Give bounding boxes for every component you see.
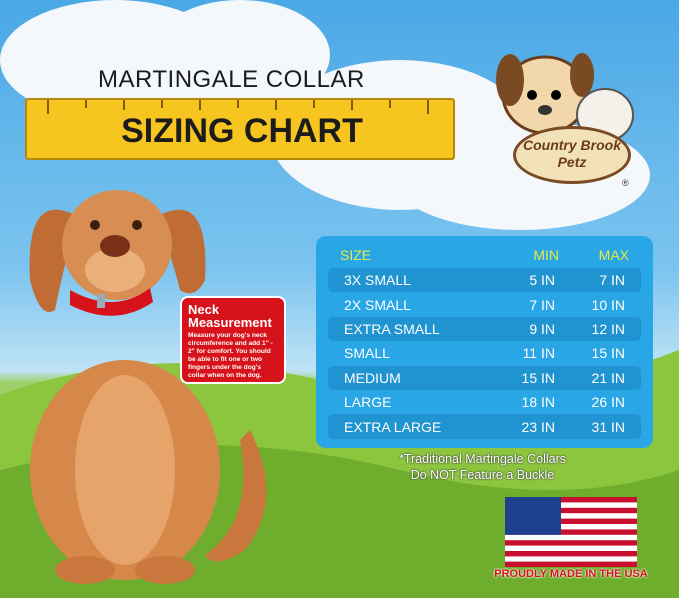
min-cell: 11 IN xyxy=(522,345,555,362)
max-cell: 26 IN xyxy=(591,394,625,411)
neck-measurement-box: Neck Measurement Measure your dog's neck… xyxy=(180,296,286,384)
title-martingale-collar: MARTINGALE COLLAR xyxy=(98,66,365,93)
min-cell: 23 IN xyxy=(521,418,555,435)
size-cell: 3X SMALL xyxy=(344,272,411,289)
header-min: MIN xyxy=(533,247,559,263)
table-header: SIZE MIN MAX xyxy=(324,242,645,268)
table-row: MEDIUM 15 IN 21 IN xyxy=(328,365,641,390)
size-cell: 2X SMALL xyxy=(344,296,411,313)
max-cell: 21 IN xyxy=(591,369,625,386)
size-cell: MEDIUM xyxy=(344,369,401,386)
min-cell: 7 IN xyxy=(529,296,555,313)
size-cell: EXTRA SMALL xyxy=(344,320,440,337)
table-row: LARGE 18 IN 26 IN xyxy=(328,390,641,414)
size-cell: EXTRA LARGE xyxy=(344,418,442,435)
made-in-usa-label: PROUDLY MADE IN THE USA xyxy=(494,568,648,580)
note-line-2: Do NOT Feature a Buckle xyxy=(410,468,555,482)
size-table: SIZE MIN MAX 3X SMALL 5 IN 7 IN 2X SMALL 7 I… xyxy=(316,236,653,448)
table-row: 2X SMALL 7 IN 10 IN xyxy=(328,292,641,316)
max-cell: 12 IN xyxy=(591,320,625,337)
table-body: 3X SMALL 5 IN 7 IN 2X SMALL 7 IN 10 IN EXTRA S… xyxy=(324,268,645,439)
header-max: MAX xyxy=(598,247,629,263)
neck-measurement-text: Measure your dog's neck circumference an… xyxy=(188,332,273,379)
table-row: EXTRA SMALL 9 IN 12 IN xyxy=(328,316,641,342)
table-row: EXTRA LARGE 23 IN 31 IN xyxy=(328,414,641,439)
table-row: SMALL 11 IN 15 IN xyxy=(328,341,641,365)
min-cell: 15 IN xyxy=(521,369,555,386)
max-cell: 7 IN xyxy=(599,272,625,289)
brand-logo-text: Country Brook Petz xyxy=(513,126,631,184)
max-cell: 15 IN xyxy=(591,345,625,362)
buckle-note: *Traditional Martingale Collars Do NOT F… xyxy=(350,451,615,483)
max-cell: 10 IN xyxy=(591,296,625,313)
header-size: SIZE xyxy=(340,247,372,263)
table-row: 3X SMALL 5 IN 7 IN xyxy=(328,268,641,293)
size-cell: LARGE xyxy=(344,394,392,411)
size-cell: SMALL xyxy=(344,345,390,362)
usa-flag-icon xyxy=(505,497,637,567)
min-cell: 18 IN xyxy=(521,394,555,411)
dog-illustration xyxy=(29,190,267,584)
max-cell: 31 IN xyxy=(591,418,625,435)
note-line-1: *Traditional Martingale Collars xyxy=(399,452,566,466)
registered-mark: ® xyxy=(622,178,629,188)
min-cell: 5 IN xyxy=(529,272,555,289)
neck-measurement-title: Neck Measurement xyxy=(188,302,272,330)
min-cell: 9 IN xyxy=(529,320,555,337)
title-sizing-chart: SIZING CHART xyxy=(72,110,412,152)
